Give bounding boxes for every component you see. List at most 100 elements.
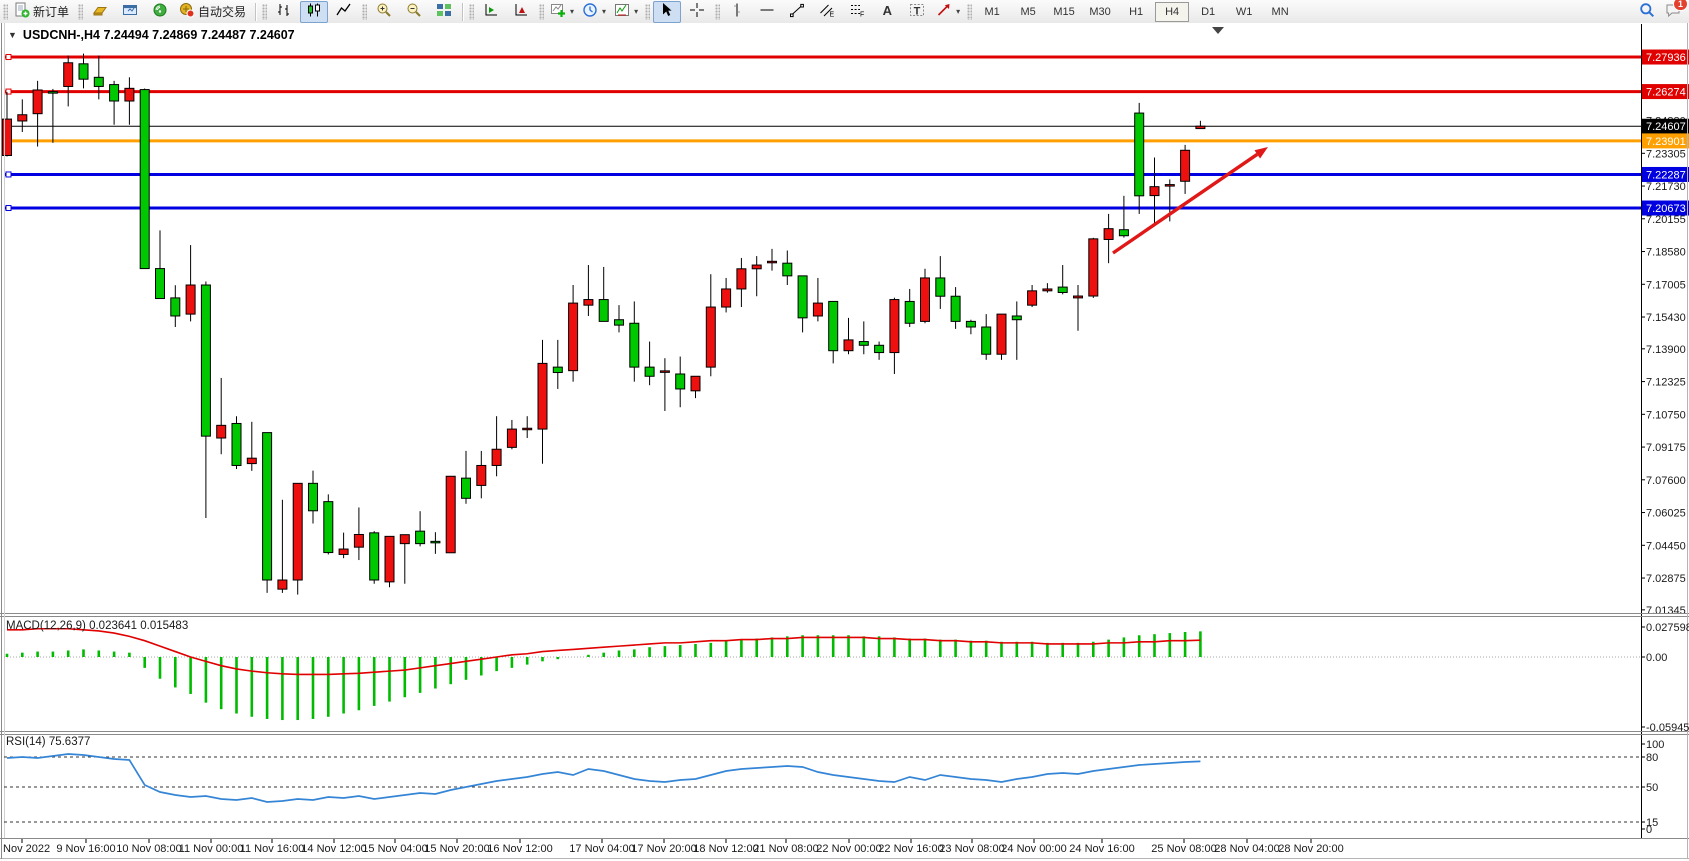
svg-text:7.17005: 7.17005: [1646, 279, 1686, 291]
line-chart-button[interactable]: [330, 1, 358, 23]
candle-body: [904, 300, 915, 324]
toolbar-group-handle: [967, 3, 973, 20]
trend-arrow[interactable]: [1112, 152, 1259, 255]
date-label: 11 Nov 00:00: [179, 843, 244, 855]
zoom-out-button[interactable]: [400, 1, 428, 23]
fibonacci-button[interactable]: F: [843, 1, 871, 23]
timeframe-M15[interactable]: M15: [1053, 5, 1075, 18]
timeframe-M1[interactable]: M1: [984, 5, 1000, 18]
toolbar-group-handle: [645, 3, 651, 20]
timeframe-H1[interactable]: H1: [1129, 5, 1144, 18]
candle-body: [629, 322, 640, 368]
candle-body: [1149, 186, 1160, 197]
fibonacci-icon: F: [849, 2, 865, 21]
candles-chart-icon: [306, 2, 322, 21]
add-indicator-button[interactable]: ▾: [547, 1, 577, 23]
text-label-button[interactable]: T: [903, 1, 931, 23]
chart-dropdown-icon[interactable]: ▼: [8, 30, 17, 40]
candle-body: [920, 277, 930, 322]
svg-text:7.23305: 7.23305: [1646, 148, 1686, 160]
date-label: 9 Nov 16:00: [56, 843, 115, 855]
chart-canvas[interactable]: 7.248807.233057.217307.201557.185807.170…: [0, 23, 1689, 861]
timeframe-M5[interactable]: M5: [1020, 5, 1036, 18]
text-button[interactable]: A: [873, 1, 901, 23]
svg-text:7.01345: 7.01345: [1646, 605, 1686, 617]
candle-body: [109, 84, 120, 102]
candles-layer[interactable]: [2, 53, 1206, 595]
label-icon: T: [909, 2, 925, 21]
date-label: 22 Nov 00:00: [816, 843, 881, 855]
svg-text:7.18580: 7.18580: [1646, 247, 1686, 259]
window-icon: [122, 2, 138, 21]
zoom-in-button[interactable]: [370, 1, 398, 23]
signal-tool-button[interactable]: [146, 1, 174, 23]
candle-body: [139, 89, 150, 270]
horizontal-line-button[interactable]: [753, 1, 781, 23]
candle-body: [889, 299, 900, 354]
autotrading-button[interactable]: 自动交易: [176, 1, 251, 23]
timeframe-MN[interactable]: MN: [1271, 5, 1289, 18]
candles-chart-button[interactable]: [300, 0, 329, 23]
timeframe-H4[interactable]: H4: [1155, 1, 1190, 22]
periods-button[interactable]: ▾: [579, 1, 609, 23]
trendline-button[interactable]: [783, 1, 811, 23]
candle-body: [1118, 229, 1129, 237]
search-button[interactable]: [1639, 2, 1655, 21]
gold-tool-button[interactable]: [86, 1, 114, 23]
candle-body: [721, 288, 732, 308]
timeframe-M30[interactable]: M30: [1089, 5, 1111, 18]
channel-icon: E: [819, 2, 835, 21]
rsi-panel[interactable]: [4, 753, 1641, 823]
new-order-button[interactable]: 新订单: [11, 1, 74, 23]
vertical-line-button[interactable]: [723, 1, 751, 23]
candle-body: [93, 76, 104, 87]
auto-arrange-button[interactable]: [477, 1, 505, 23]
date-label: 24 Nov 16:00: [1069, 843, 1134, 855]
notification-badge: 1: [1672, 0, 1688, 11]
dropdown-caret-icon[interactable]: ▾: [634, 7, 639, 16]
chat-button[interactable]: 1: [1665, 0, 1688, 21]
date-label: 17 Nov 04:00: [569, 843, 634, 855]
autotrading-button-label: 自动交易: [198, 5, 247, 19]
window-tool-button[interactable]: [116, 1, 144, 23]
date-label: 24 Nov 00:00: [1001, 843, 1066, 855]
candle-body: [812, 302, 823, 317]
candle-body: [246, 457, 257, 465]
dropdown-caret-icon[interactable]: ▾: [570, 7, 575, 16]
trend-arrow-head[interactable]: [1254, 147, 1268, 159]
tile-windows-button[interactable]: [430, 1, 458, 23]
timeframe-D1[interactable]: D1: [1201, 5, 1216, 18]
pointer-icon: [659, 2, 675, 21]
new-order-button-label: 新订单: [33, 5, 70, 19]
track-chart-button[interactable]: [507, 1, 535, 23]
line-handle: [5, 205, 12, 212]
cursor-button[interactable]: [653, 0, 682, 23]
bars-chart-button[interactable]: [270, 1, 298, 23]
candle-body: [675, 373, 686, 390]
crosshair-button[interactable]: [683, 1, 711, 23]
macd-panel[interactable]: [4, 627, 1641, 721]
candle-body: [308, 482, 318, 512]
price-badge-label: 7.23901: [1646, 136, 1686, 148]
date-label: 15 Nov 20:00: [424, 843, 489, 855]
timeframe-W1[interactable]: W1: [1235, 5, 1253, 18]
templates-button[interactable]: ▾: [611, 1, 641, 23]
date-label: 25 Nov 08:00: [1151, 843, 1216, 855]
horizontal-lines[interactable]: [4, 54, 1641, 212]
candle-body: [1027, 290, 1038, 306]
chart-window[interactable]: 7.248807.233057.217307.201557.185807.170…: [0, 23, 1689, 861]
chart-shift-marker[interactable]: [1212, 27, 1224, 34]
candle-body: [828, 300, 839, 352]
candle-body: [323, 501, 334, 554]
candle-body: [2, 118, 12, 156]
toolbar-group-handle: [78, 3, 84, 20]
date-label: 18 Nov 12:00: [693, 843, 758, 855]
channel-button[interactable]: E: [813, 1, 841, 23]
dropdown-caret-icon[interactable]: ▾: [602, 7, 607, 16]
arrows-button[interactable]: ▾: [933, 1, 963, 23]
dropdown-caret-icon[interactable]: ▾: [956, 7, 961, 16]
candle-body: [384, 535, 395, 583]
toolbar-group-handle: [362, 3, 368, 20]
